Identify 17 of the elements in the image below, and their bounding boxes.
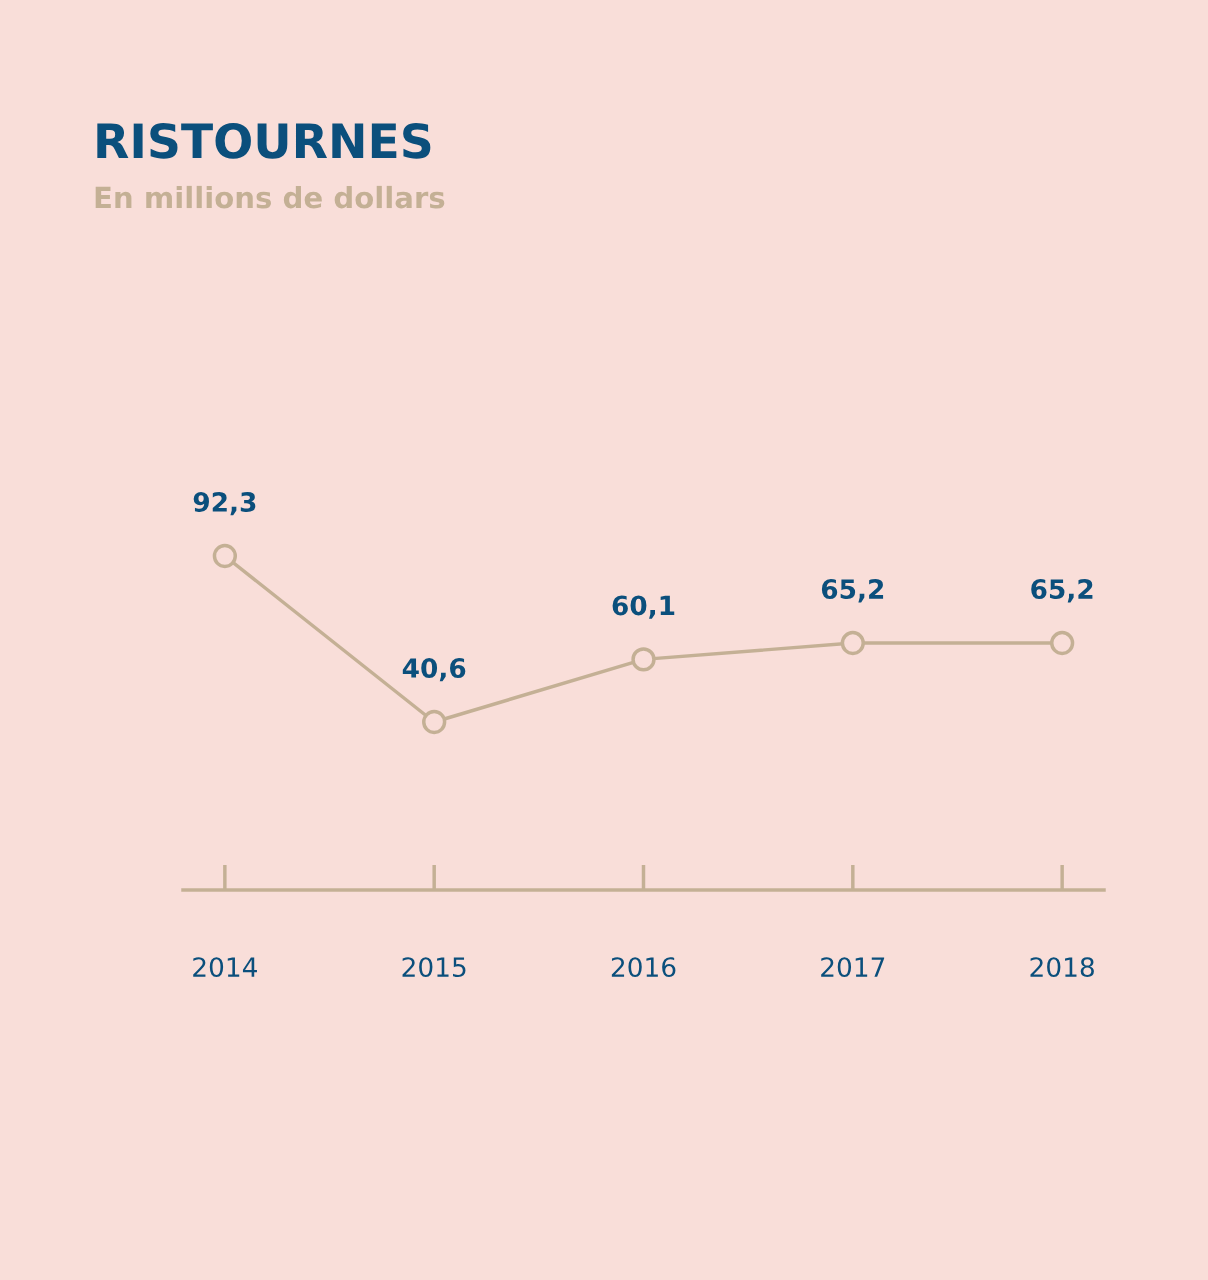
point bbox=[422, 709, 447, 735]
x-tick-label: 2018 bbox=[1030, 957, 1094, 978]
point bbox=[631, 647, 656, 672]
x-tick-label: 2016 bbox=[611, 957, 676, 978]
chart-subtitle: En millions de dollars bbox=[95, 185, 445, 209]
data-label: 92,3 bbox=[193, 492, 256, 516]
point bbox=[212, 543, 238, 569]
x-tick-label: 2015 bbox=[402, 957, 466, 978]
data-label: 60,1 bbox=[612, 595, 675, 619]
x-tick-label: 2014 bbox=[193, 957, 257, 978]
point bbox=[840, 630, 865, 656]
chart-title: RISTOURNES bbox=[97, 122, 431, 159]
data-label: 40,6 bbox=[402, 658, 466, 682]
point bbox=[1049, 630, 1075, 656]
data-label: 65,2 bbox=[1031, 579, 1093, 603]
x-tick-label: 2017 bbox=[821, 957, 885, 978]
data-label: 65,2 bbox=[821, 579, 884, 603]
